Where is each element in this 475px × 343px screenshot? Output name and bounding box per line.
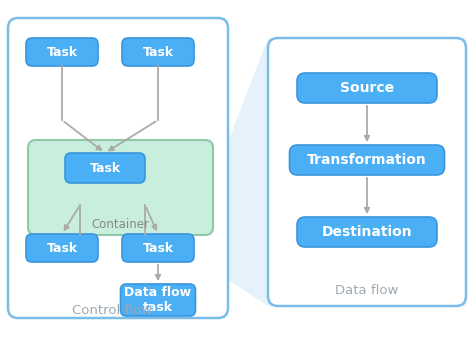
Text: Data flow
task: Data flow task xyxy=(124,286,191,314)
Text: Transformation: Transformation xyxy=(307,153,427,167)
FancyBboxPatch shape xyxy=(122,38,194,66)
FancyBboxPatch shape xyxy=(297,73,437,103)
Polygon shape xyxy=(195,38,466,306)
FancyBboxPatch shape xyxy=(26,234,98,262)
Text: Destination: Destination xyxy=(322,225,412,239)
FancyBboxPatch shape xyxy=(26,38,98,66)
Text: Container: Container xyxy=(91,218,149,232)
Text: Task: Task xyxy=(89,162,121,175)
FancyBboxPatch shape xyxy=(122,234,194,262)
Text: Task: Task xyxy=(47,241,77,255)
Text: Task: Task xyxy=(142,46,173,59)
FancyBboxPatch shape xyxy=(8,18,228,318)
FancyBboxPatch shape xyxy=(121,284,196,316)
Text: Task: Task xyxy=(47,46,77,59)
FancyBboxPatch shape xyxy=(297,217,437,247)
FancyBboxPatch shape xyxy=(289,145,445,175)
Text: Source: Source xyxy=(340,81,394,95)
Text: Control flow: Control flow xyxy=(72,304,152,317)
FancyBboxPatch shape xyxy=(268,38,466,306)
FancyBboxPatch shape xyxy=(65,153,145,183)
FancyBboxPatch shape xyxy=(28,140,213,235)
Text: Task: Task xyxy=(142,241,173,255)
Text: Data flow: Data flow xyxy=(335,284,399,296)
